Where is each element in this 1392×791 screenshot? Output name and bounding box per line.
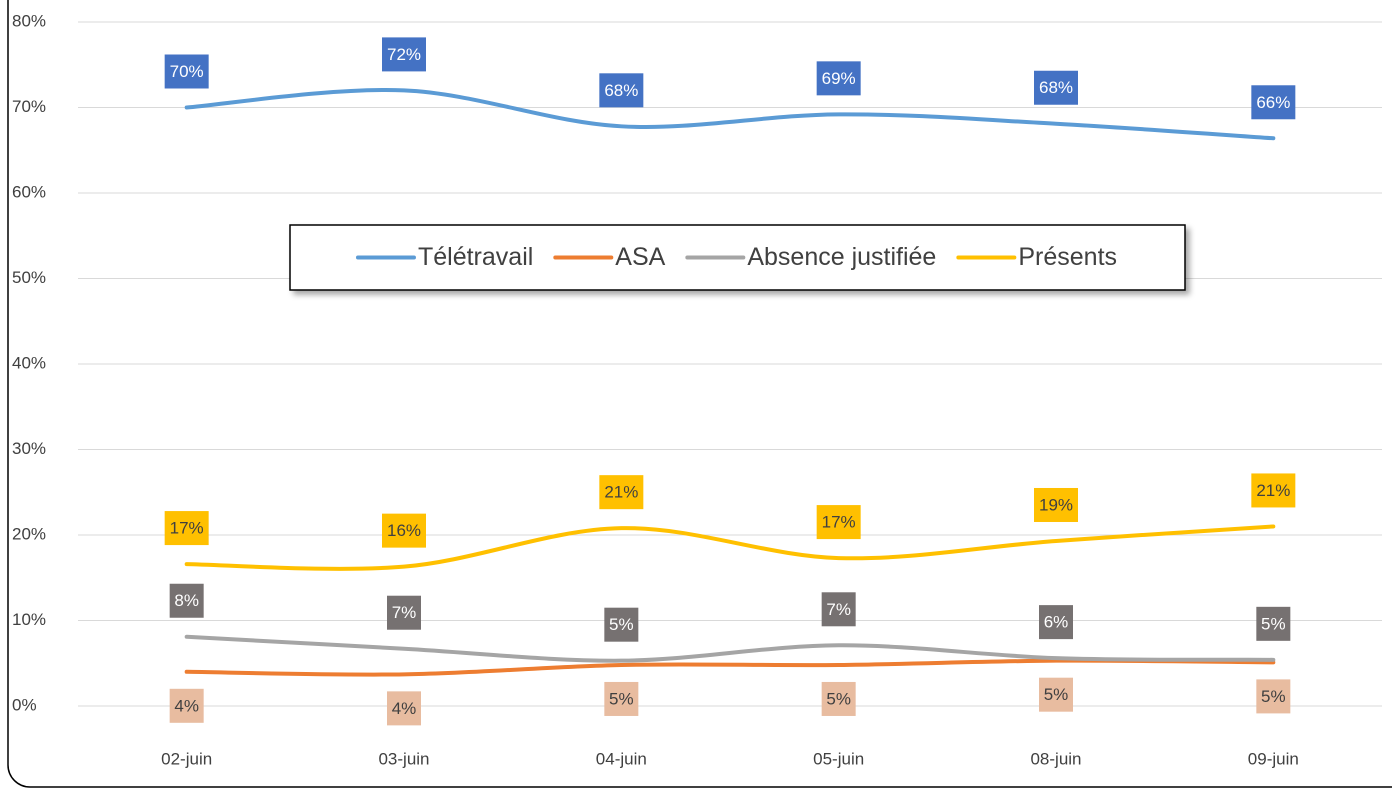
- x-tick-label: 09-juin: [1248, 749, 1299, 768]
- data-label: 5%: [1044, 685, 1069, 704]
- data-label-box: [1256, 679, 1291, 714]
- legend-items: Télétravail ASA Absence justifiée Présents: [355, 243, 1117, 271]
- data-label-box: [169, 583, 204, 618]
- data-label: 21%: [1256, 481, 1290, 500]
- series-line: [184, 88, 1276, 141]
- data-label: 68%: [1039, 78, 1073, 97]
- data-label: 8%: [174, 591, 199, 610]
- data-label-box: [599, 475, 644, 510]
- data-label: 17%: [170, 519, 204, 538]
- data-label: 21%: [604, 483, 638, 502]
- series-line: [184, 524, 1276, 571]
- data-label: 4%: [174, 696, 199, 715]
- data-label-box: [387, 595, 421, 630]
- legend-label: Présents: [1018, 243, 1117, 271]
- data-label: 6%: [1044, 613, 1069, 632]
- data-label-box: [1251, 473, 1296, 508]
- legend-label: Absence justifiée: [747, 243, 936, 271]
- data-label-box: [164, 511, 209, 546]
- data-label-box: [382, 513, 426, 548]
- data-label: 70%: [170, 62, 204, 81]
- data-label-box: [1039, 605, 1073, 640]
- data-label: 7%: [826, 600, 851, 619]
- data-label-box: [387, 691, 421, 726]
- data-label-box: [599, 73, 644, 108]
- data-label: 5%: [1261, 687, 1286, 706]
- data-label-box: [821, 592, 856, 627]
- legend-label: Télétravail: [418, 243, 533, 271]
- data-label: 5%: [609, 615, 634, 634]
- data-label-box: [604, 681, 639, 716]
- y-tick-label: 70%: [12, 97, 46, 116]
- data-label: 17%: [822, 513, 856, 532]
- data-label-box: [1256, 606, 1291, 641]
- data-label: 69%: [822, 69, 856, 88]
- data-label-box: [604, 607, 639, 642]
- data-label-box: [169, 688, 204, 723]
- legend-label: ASA: [615, 243, 665, 271]
- x-tick-label: 02-juin: [161, 749, 212, 768]
- data-label-box: [1034, 487, 1078, 522]
- chart-frame: [7, 0, 1392, 788]
- y-tick-label: 20%: [12, 524, 46, 543]
- y-tick-label: 80%: [12, 11, 46, 30]
- data-label: 5%: [609, 689, 634, 708]
- data-label: 19%: [1039, 495, 1073, 514]
- y-tick-label: 50%: [12, 268, 46, 287]
- data-label-box: [816, 505, 861, 540]
- data-label: 4%: [392, 699, 417, 718]
- data-label: 5%: [826, 689, 851, 708]
- data-label: 72%: [387, 45, 421, 64]
- x-tick-label: 04-juin: [596, 749, 647, 768]
- y-tick-label: 10%: [12, 610, 46, 629]
- y-tick-label: 0%: [12, 695, 37, 714]
- y-tick-label: 60%: [12, 182, 46, 201]
- data-label-box: [1034, 70, 1078, 105]
- data-label-box: [816, 61, 861, 96]
- data-label-box: [1039, 677, 1073, 712]
- x-tick-label: 05-juin: [813, 749, 864, 768]
- data-label: 7%: [392, 603, 417, 622]
- y-tick-label: 40%: [12, 353, 46, 372]
- data-label: 66%: [1256, 93, 1290, 112]
- data-label: 16%: [387, 521, 421, 540]
- x-tick-label: 08-juin: [1030, 749, 1081, 768]
- data-label: 68%: [604, 81, 638, 100]
- x-tick-label: 03-juin: [378, 749, 429, 768]
- y-tick-label: 30%: [12, 439, 46, 458]
- data-label-box: [1251, 85, 1296, 120]
- series-line: [184, 658, 1276, 677]
- data-label-box: [821, 681, 856, 716]
- series-line: [184, 634, 1276, 663]
- data-label: 5%: [1261, 614, 1286, 633]
- data-label-box: [382, 37, 426, 72]
- data-label-box: [164, 54, 209, 89]
